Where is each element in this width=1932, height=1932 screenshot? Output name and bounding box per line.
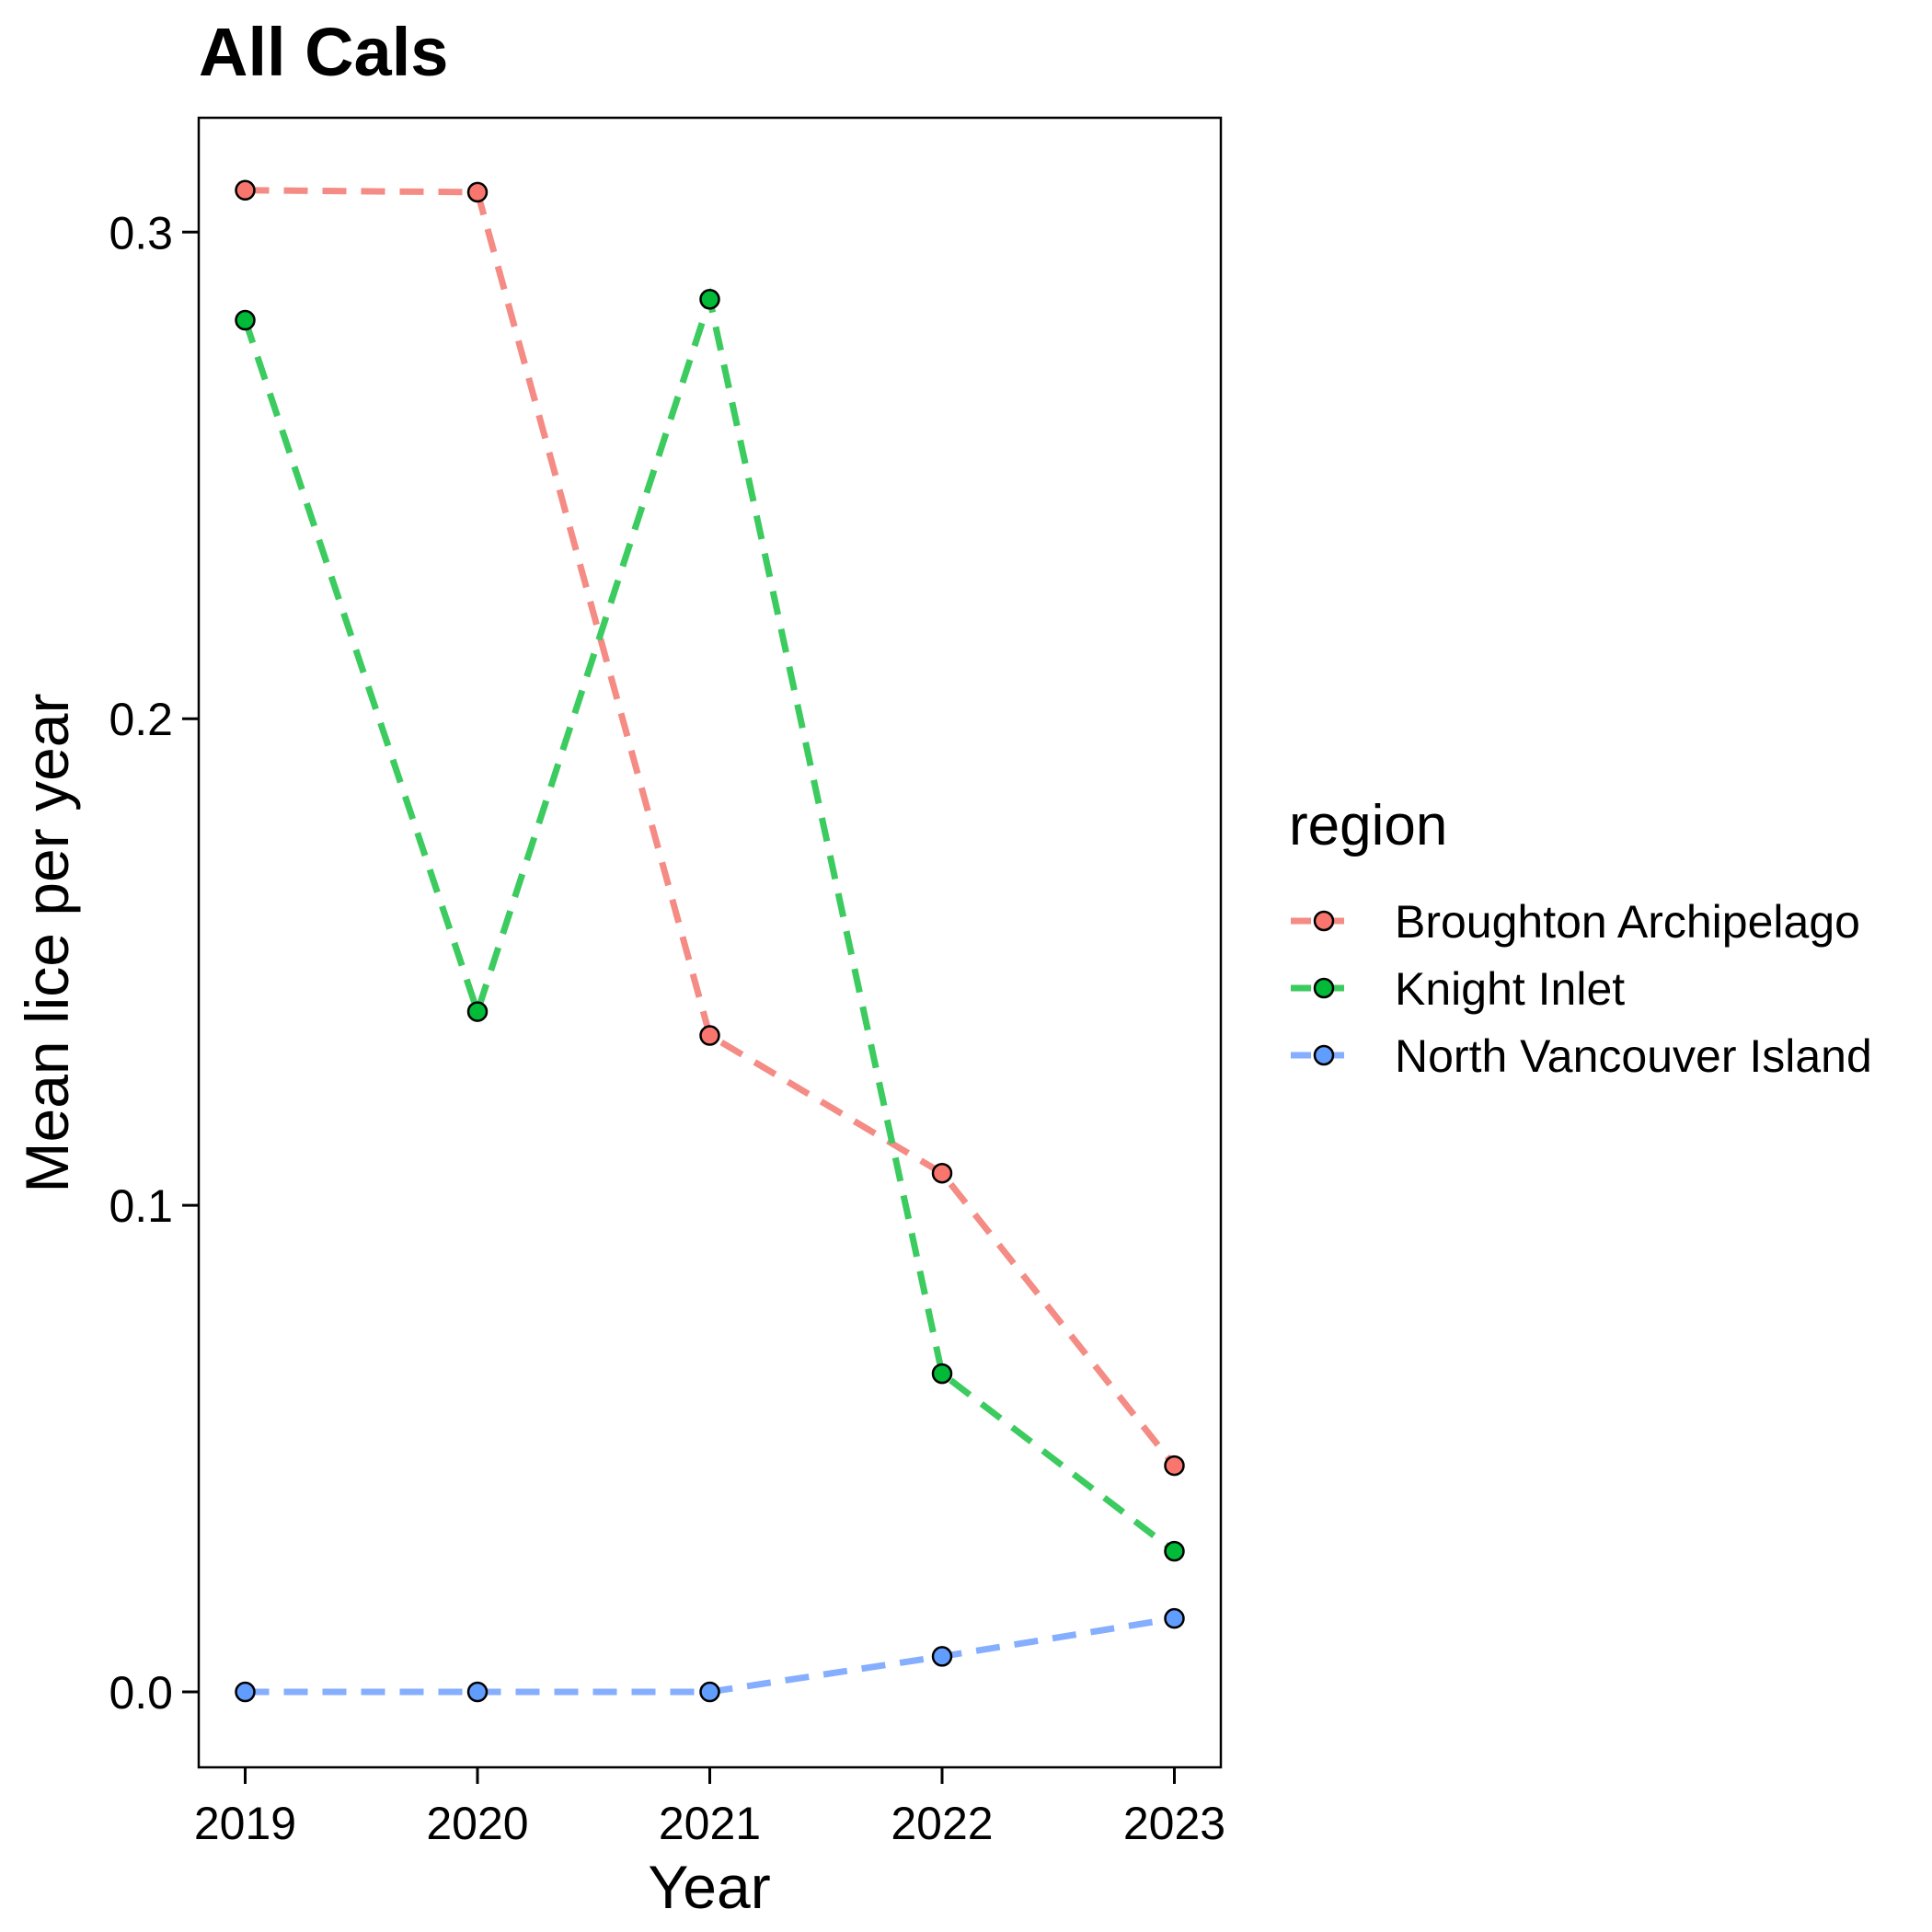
x-tick-label: 2019	[194, 1798, 296, 1849]
series-points	[235, 179, 1185, 1703]
data-point	[1164, 1607, 1185, 1629]
data-point	[235, 1681, 256, 1703]
y-axis: 0.0 0.1 0.2 0.3	[109, 207, 199, 1719]
y-axis-title: Mean lice per year	[13, 694, 81, 1193]
y-tick-label: 0.0	[109, 1667, 173, 1719]
data-point	[235, 179, 256, 201]
data-point	[466, 1681, 489, 1703]
legend-key	[1291, 910, 1357, 932]
series-lines	[242, 187, 1178, 1696]
x-tick-label: 2020	[426, 1798, 528, 1849]
x-axis: 2019 2020 2021 2022 2023	[194, 1767, 1225, 1849]
legend: region Broughton Archipelago Knight Inlet…	[1289, 794, 1872, 1082]
legend-label: North Vancouver Island	[1395, 1030, 1872, 1082]
data-point	[699, 1681, 720, 1703]
legend-label: Broughton Archipelago	[1395, 896, 1860, 948]
legend-label: Knight Inlet	[1395, 963, 1625, 1015]
data-point	[466, 1001, 489, 1022]
legend-key	[1291, 977, 1357, 999]
y-tick-label: 0.1	[109, 1180, 173, 1232]
data-point	[699, 1025, 720, 1046]
legend-key	[1291, 1044, 1357, 1066]
legend-key-point	[1313, 1044, 1335, 1066]
data-point	[931, 1363, 953, 1385]
legend-key-point	[1313, 977, 1335, 999]
data-point	[699, 289, 720, 310]
y-tick-label: 0.3	[109, 207, 173, 259]
legend-key-point	[1313, 910, 1335, 932]
chart-title: All Cals	[199, 14, 448, 90]
data-point	[235, 309, 256, 331]
legend-title: region	[1289, 794, 1447, 857]
data-point	[466, 181, 489, 203]
series-line	[245, 187, 1178, 1468]
data-point	[931, 1646, 953, 1667]
plot-panel	[197, 116, 1223, 1769]
x-tick-label: 2022	[891, 1798, 993, 1849]
series-line	[242, 286, 1177, 1554]
series-line	[245, 1615, 1176, 1696]
data-point	[1164, 1540, 1185, 1562]
data-point	[1164, 1455, 1185, 1477]
x-tick-label: 2023	[1123, 1798, 1225, 1849]
x-tick-label: 2021	[659, 1798, 761, 1849]
data-point	[931, 1162, 953, 1184]
y-tick-label: 0.2	[109, 694, 173, 745]
x-axis-title: Year	[648, 1853, 770, 1921]
